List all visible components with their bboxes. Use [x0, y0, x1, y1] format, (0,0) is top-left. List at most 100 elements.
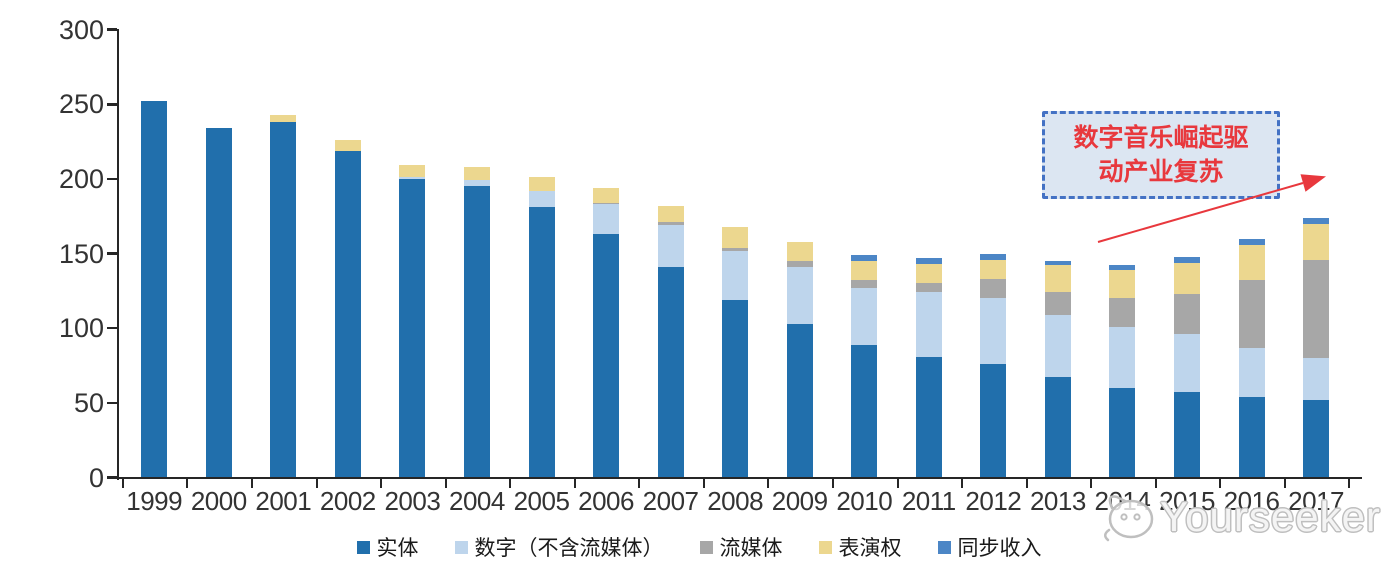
x-axis-tick	[1219, 478, 1222, 488]
bar-segment	[1044, 292, 1071, 315]
bar-segment	[915, 356, 942, 478]
bar-segment	[786, 323, 813, 478]
x-axis-tick	[767, 478, 770, 488]
x-axis-tick	[315, 478, 318, 488]
bar-segment	[528, 177, 555, 191]
bar-segment	[1303, 358, 1330, 400]
x-axis-tick	[1348, 478, 1351, 488]
bar-segment	[786, 261, 813, 267]
watermark: Yourseeker	[1098, 488, 1381, 546]
bar-segment	[980, 259, 1007, 279]
legend-swatch-icon	[454, 540, 468, 554]
legend-label: 表演权	[838, 537, 902, 560]
bar-segment	[1238, 280, 1265, 348]
x-axis-label: 2002	[319, 485, 376, 516]
bar-segment	[722, 226, 749, 248]
y-axis-label: 250	[58, 89, 104, 120]
bar-segment	[1303, 223, 1330, 260]
bar-segment	[1238, 396, 1265, 478]
watermark-text: Yourseeker	[1160, 493, 1381, 540]
x-axis-label: 2004	[449, 485, 505, 516]
bar-segment	[1303, 217, 1330, 224]
legend-item: 数字（不含流媒体）	[454, 532, 664, 562]
x-axis-tick	[1154, 478, 1157, 488]
bar-segment	[915, 283, 942, 293]
bar-segment	[980, 364, 1007, 478]
legend-item: 实体	[356, 532, 419, 562]
legend-swatch-icon	[937, 540, 951, 554]
x-axis-tick	[831, 478, 834, 488]
x-axis-tick	[1090, 478, 1093, 488]
x-axis-label: 2010	[836, 485, 893, 516]
bar-segment	[1174, 256, 1200, 263]
bar-segment	[1238, 238, 1265, 245]
cat-logo-icon	[1104, 495, 1154, 542]
x-axis-tick	[380, 478, 383, 488]
legend-label: 数字（不含流媒体）	[474, 537, 664, 560]
y-axis-label: 100	[58, 313, 104, 344]
bar-segment	[1303, 259, 1330, 359]
bar-segment	[270, 122, 297, 478]
x-axis-label: 2007	[642, 485, 699, 516]
bar-segment	[980, 253, 1007, 260]
x-axis-tick	[121, 478, 124, 488]
x-axis-label: 2015	[1159, 485, 1215, 516]
bar-segment	[1174, 262, 1200, 294]
x-axis-label: 2016	[1223, 485, 1280, 516]
x-axis-tick	[1025, 478, 1028, 488]
bar-segment	[851, 280, 878, 288]
x-axis	[116, 476, 1362, 479]
bar-segment	[657, 266, 684, 478]
bar-segment	[334, 140, 361, 151]
legend: 实体 数字（不含流媒体） 流媒体 表演权 同步收入	[0, 534, 1398, 560]
annotation-box: 数字音乐崛起驱 动产业复苏	[1042, 111, 1280, 199]
bar-segment	[399, 178, 426, 478]
y-axis-tick	[106, 401, 117, 405]
x-axis-tick	[638, 478, 641, 488]
y-axis-tick	[106, 476, 117, 479]
bar-segment	[205, 128, 232, 478]
bar-segment	[1238, 244, 1265, 281]
x-axis-label: 2000	[190, 485, 247, 516]
bar-segment	[1044, 314, 1071, 378]
bar-segment	[141, 101, 168, 478]
legend-label: 流媒体	[719, 537, 783, 560]
bar-segment	[786, 241, 813, 261]
x-axis-tick	[573, 478, 576, 488]
y-axis-tick	[106, 103, 117, 106]
legend-swatch-icon	[818, 540, 832, 554]
x-axis-label: 1999	[126, 485, 183, 516]
bar-segment	[1109, 326, 1136, 388]
x-axis-label: 2006	[578, 485, 634, 516]
bar-segment	[593, 187, 620, 203]
legend-item: 表演权	[818, 532, 902, 562]
bar-segment	[399, 177, 426, 179]
legend-label: 实体	[376, 537, 419, 560]
x-axis-tick	[444, 478, 447, 488]
bar-segment	[851, 261, 878, 281]
bar-segment	[1109, 265, 1136, 270]
legend-swatch-icon	[699, 540, 713, 554]
y-axis	[116, 29, 119, 480]
annotation-line2: 动产业复苏	[1098, 158, 1224, 186]
y-axis-tick	[106, 28, 117, 31]
y-axis-label: 0	[88, 462, 104, 493]
y-axis-label: 200	[58, 163, 104, 194]
bar-segment	[915, 264, 942, 284]
x-axis-label: 2003	[384, 485, 441, 516]
bar-segment	[980, 298, 1007, 365]
bar-segment	[593, 234, 620, 478]
bar-segment	[851, 344, 878, 478]
bar-segment	[1044, 377, 1071, 478]
y-axis-label: 50	[73, 387, 104, 418]
legend-item: 流媒体	[699, 532, 783, 562]
bar-segment	[463, 166, 490, 181]
y-axis-tick	[106, 252, 117, 255]
bar-segment	[528, 190, 555, 208]
bar-segment	[593, 204, 620, 235]
bar-segment	[657, 205, 684, 223]
bar-segment	[722, 250, 749, 300]
bar-segment	[334, 150, 361, 478]
x-axis-label: 2008	[707, 485, 764, 516]
